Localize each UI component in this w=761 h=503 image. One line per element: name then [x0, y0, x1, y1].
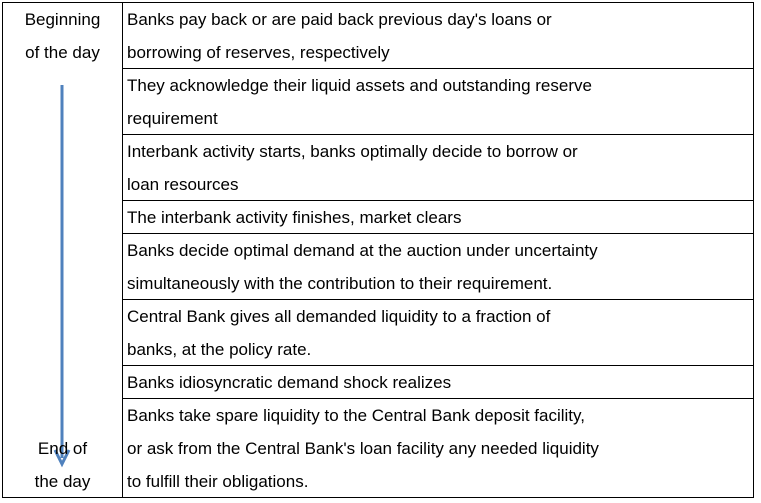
row-text: Banks decide optimal demand at the aucti… — [127, 241, 598, 260]
row-text: Banks take spare liquidity to the Centra… — [127, 406, 585, 425]
row-text: banks, at the policy rate. — [127, 340, 312, 359]
column-divider — [122, 3, 123, 497]
row-text: or ask from the Central Bank's loan faci… — [127, 439, 599, 458]
row-text: Banks idiosyncratic demand shock realize… — [127, 373, 452, 392]
table: Banks pay back or are paid back previous… — [2, 2, 754, 498]
row-border — [123, 299, 753, 300]
row-border — [123, 200, 753, 201]
row-text: to fulfill their obligations. — [127, 472, 309, 491]
row-text: The interbank activity finishes, market … — [127, 208, 462, 227]
row-text: Central Bank gives all demanded liquidit… — [127, 307, 551, 326]
row-border — [123, 365, 753, 366]
arrow — [53, 85, 71, 468]
row-border — [123, 68, 753, 69]
end-label: End of — [37, 439, 88, 458]
start-label: Beginning — [24, 10, 101, 29]
start-label: of the day — [25, 43, 100, 62]
row-border — [123, 233, 753, 234]
row-text: requirement — [127, 109, 218, 128]
row-text: borrowing of reserves, respectively — [127, 43, 390, 62]
row-text: Interbank activity starts, banks optimal… — [127, 142, 578, 161]
row-text: loan resources — [127, 175, 239, 194]
arrow-head — [53, 449, 71, 468]
row-border — [123, 398, 753, 399]
end-label: the day — [34, 472, 91, 491]
row-text: They acknowledge their liquid assets and… — [127, 76, 592, 95]
row-border — [123, 134, 753, 135]
row-text: simultaneously with the contribution to … — [127, 274, 553, 293]
row-text: Banks pay back or are paid back previous… — [127, 10, 552, 29]
